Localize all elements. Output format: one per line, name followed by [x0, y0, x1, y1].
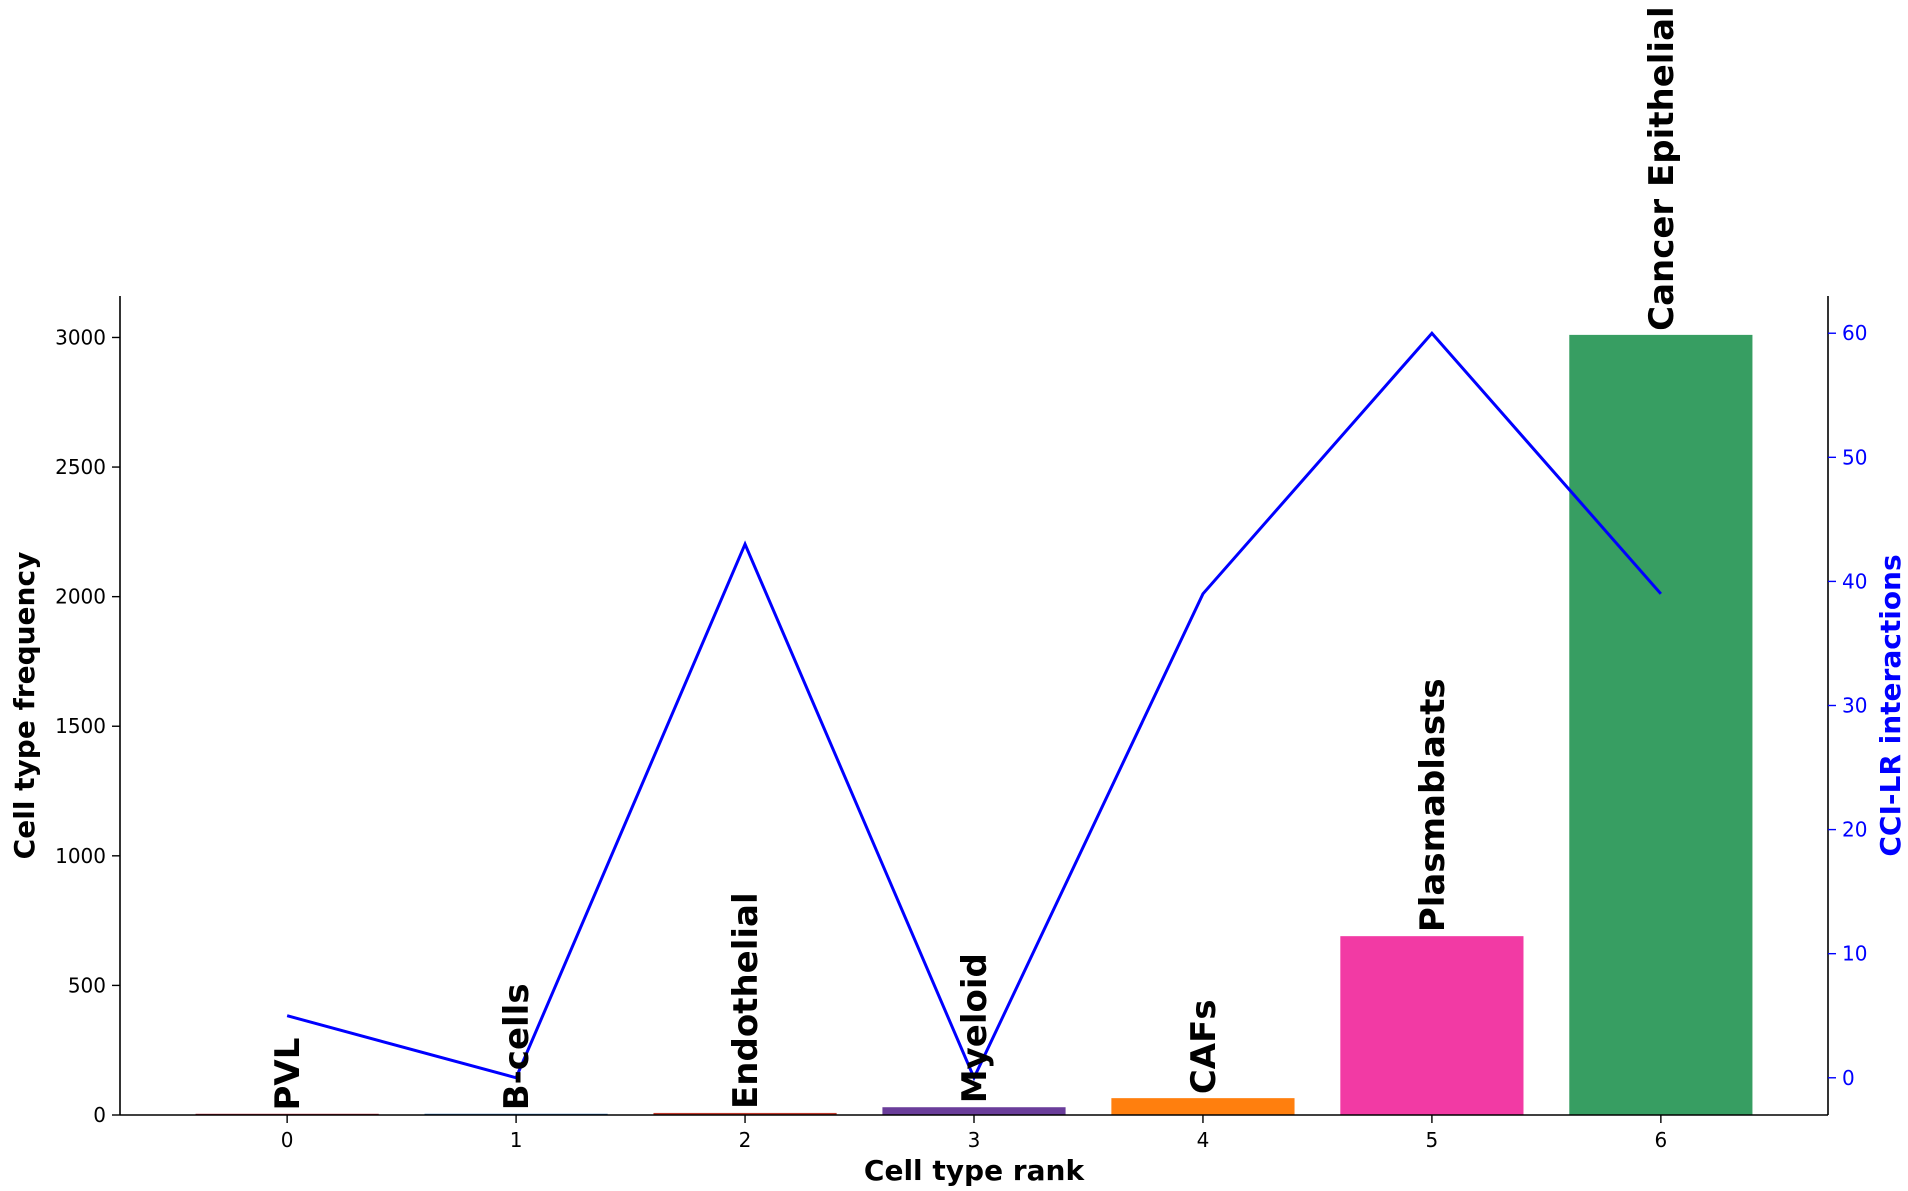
- y2-tick-label: 50: [1842, 445, 1867, 469]
- y-tick-label: 1000: [55, 844, 106, 868]
- y2-tick-label: 0: [1842, 1066, 1855, 1090]
- bar-series: [195, 334, 1753, 1115]
- bar-6: [1569, 334, 1753, 1115]
- y2-tick-label: 30: [1842, 694, 1867, 718]
- bar-labels: PVL B-cells Endothelial Myeloid CAFs Plasmabl…: [268, 6, 1682, 1110]
- y-axis-left-label: Cell type frequency: [8, 552, 41, 860]
- y-axis-right-ticks: 0 10 20 30 40 50 60: [1828, 321, 1867, 1090]
- x-tick-label: 3: [968, 1128, 981, 1152]
- x-tick-label: 4: [1197, 1128, 1210, 1152]
- bar-label-6: Cancer Epithelial: [1642, 6, 1682, 331]
- y2-tick-label: 20: [1842, 818, 1867, 842]
- x-axis-label: Cell type rank: [864, 1154, 1086, 1187]
- bar-2: [653, 1112, 837, 1115]
- bar-5: [1340, 936, 1524, 1115]
- interactions-line-series: [286, 330, 1662, 1082]
- y-axis-right-label: CCI-LR interactions: [1874, 554, 1907, 856]
- bar-4: [1111, 1098, 1295, 1115]
- y2-tick-label: 60: [1842, 321, 1867, 345]
- x-axis-ticks: 0 1 2 3 4 5 6: [281, 1115, 1667, 1152]
- y-tick-label: 500: [68, 973, 106, 997]
- bar-label-5: Plasmablasts: [1413, 678, 1453, 932]
- y2-tick-label: 10: [1842, 942, 1867, 966]
- x-tick-label: 2: [739, 1128, 752, 1152]
- bar-label-1: B-cells: [497, 983, 537, 1110]
- bar-label-0: PVL: [268, 1038, 308, 1111]
- x-tick-label: 5: [1426, 1128, 1439, 1152]
- bar-label-2: Endothelial: [726, 892, 766, 1109]
- bar-3: [882, 1107, 1066, 1115]
- y-axis-left-ticks: 0 500 1000 1500 2000 2500 3000: [55, 325, 120, 1127]
- y-tick-label: 0: [93, 1103, 106, 1127]
- bar-label-3: Myeloid: [955, 953, 995, 1103]
- y-tick-label: 2500: [55, 455, 106, 479]
- x-tick-label: 1: [510, 1128, 523, 1152]
- bar-label-4: CAFs: [1184, 999, 1224, 1094]
- y-tick-label: 1500: [55, 714, 106, 738]
- y2-tick-label: 40: [1842, 569, 1867, 593]
- y-tick-label: 3000: [55, 325, 106, 349]
- x-tick-label: 0: [281, 1128, 294, 1152]
- x-tick-label: 6: [1654, 1128, 1667, 1152]
- y-tick-label: 2000: [55, 585, 106, 609]
